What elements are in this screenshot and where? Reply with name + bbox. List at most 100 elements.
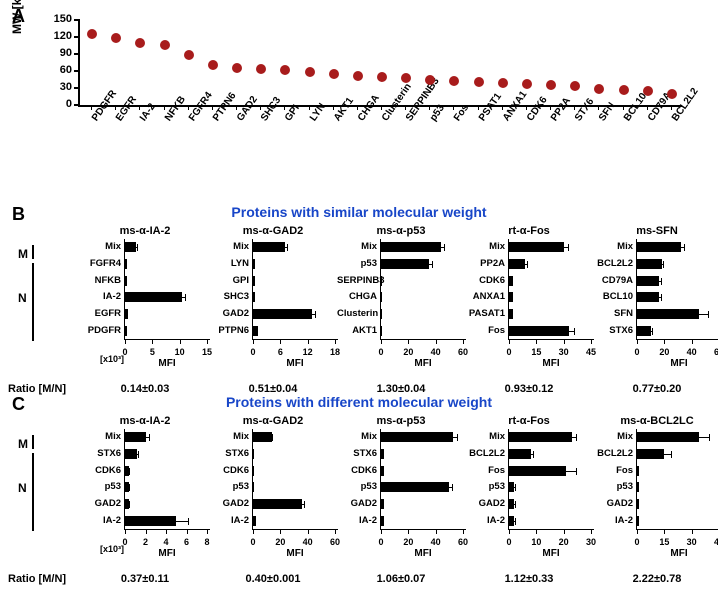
bar [381,516,384,526]
n-label: N [18,291,27,305]
x-scale-label: [x10³] [80,544,124,554]
subpanel-title: ms-α-IA-2 [80,415,210,427]
bar [253,466,254,476]
x-tick: 40 [687,347,697,357]
bar-label: SFN [593,308,633,319]
bar-label: Fos [465,465,505,476]
row-b: Ratio [M/N] MNms-α-IA-2MixFGFR4NFKBIA-2E… [0,225,718,395]
bar [253,292,255,302]
data-point [643,86,653,96]
bar [381,292,382,302]
data-point [353,71,363,81]
x-tick: 20 [559,537,569,547]
bar [509,292,513,302]
subpanel: ms-α-IA-2MixSTX6CDK6p53GAD2IA-202468[x10… [80,415,210,585]
bar [637,516,639,526]
data-point [111,33,121,43]
x-tick-label: SHC3 [259,95,283,123]
bar-label: PTPN6 [209,325,249,336]
x-tick: 30 [687,537,697,547]
bar-label: LYN [209,258,249,269]
bar [253,259,255,269]
n-label: N [18,481,27,495]
bar [381,482,449,492]
x-tick: 10 [175,347,185,357]
x-tick: 0 [506,537,511,547]
section-b-title: Proteins with similar molecular weight [0,204,718,220]
x-tick: 30 [559,347,569,357]
x-tick-label: NFKB [163,94,188,123]
subpanel-title: ms-α-p53 [336,225,466,237]
bar-label: PP2A [465,258,505,269]
data-point [498,78,508,88]
m-label: M [18,437,28,451]
x-tick: 45 [714,537,718,547]
x-axis-title: MFI [380,358,466,369]
bar-label: CDK6 [209,465,249,476]
bar-label: IA-2 [209,515,249,526]
x-tick-label: CHGA [356,93,382,123]
bar [381,432,453,442]
x-tick: 6 [184,537,189,547]
subpanel-title: ms-α-GAD2 [208,225,338,237]
bar [381,326,382,336]
bar-label: BCL2L2 [593,448,633,459]
x-tick: 20 [403,537,413,547]
x-tick: 20 [659,347,669,357]
x-axis-title: MFI [252,548,338,559]
ratio-value: 1.06±0.07 [336,573,466,585]
bar [253,432,272,442]
data-point [474,77,484,87]
bar-label: Mix [337,431,377,442]
subpanel: ms-α-GAD2MixSTX6CDK6p53GAD2IA-20204060MF… [208,415,338,585]
x-tick-label: p53 [428,103,447,123]
y-tick-label: 60 [50,64,72,76]
bar-label: Mix [209,241,249,252]
subpanel-title: ms-α-BCL2LC [592,415,718,427]
bar [253,309,312,319]
subpanel: ms-α-p53MixSTX6CDK6p53GAD2IA-20204060MFI [336,415,466,585]
bar-label: Fos [593,465,633,476]
x-tick: 4 [163,537,168,547]
x-tick-label: LYN [308,101,328,123]
data-point [305,67,315,77]
ratio-value: 0.40±0.001 [208,573,338,585]
bar-label: STX6 [209,448,249,459]
bar [637,292,659,302]
bar-label: CDK6 [81,465,121,476]
bar-label: p53 [465,481,505,492]
bar-label: IA-2 [465,515,505,526]
bar-label: IA-2 [337,515,377,526]
subpanel-plot: MixSTX6CDK6p53GAD2IA-20204060 [380,429,466,530]
ratio-value: 0.37±0.11 [80,573,210,585]
bar [125,326,127,336]
bar-label: p53 [337,258,377,269]
bar-label: FGFR4 [81,258,121,269]
bar [509,326,569,336]
bar-label: p53 [209,481,249,492]
bar-label: Mix [593,431,633,442]
bar [637,482,639,492]
ratio-value: 1.12±0.33 [464,573,594,585]
bar-label: CHGA [337,291,377,302]
panel-a: MW [kD] 0306090120150PDGFREGFRIA-2NFKBFG… [48,14,688,179]
x-tick: 12 [303,347,313,357]
data-point [522,79,532,89]
bar-label: IA-2 [593,515,633,526]
bar-label: Clusterin [337,308,377,319]
x-tick: 40 [431,347,441,357]
data-point [619,85,629,95]
subpanel: ms-α-GAD2MixLYNGPISHC3GAD2PTPN6061218MFI [208,225,338,395]
data-point [449,76,459,86]
bar [637,259,662,269]
bar [509,309,513,319]
bar [637,309,699,319]
data-point [546,80,556,90]
subpanel-plot: MixBCL2L2Fosp53GAD2IA-20102030 [508,429,594,530]
panel-a-ylabel: MW [kD] [10,0,24,34]
bar [125,309,128,319]
bar [125,242,136,252]
bar [253,499,302,509]
bar-label: GAD2 [337,498,377,509]
bar-label: IA-2 [81,515,121,526]
